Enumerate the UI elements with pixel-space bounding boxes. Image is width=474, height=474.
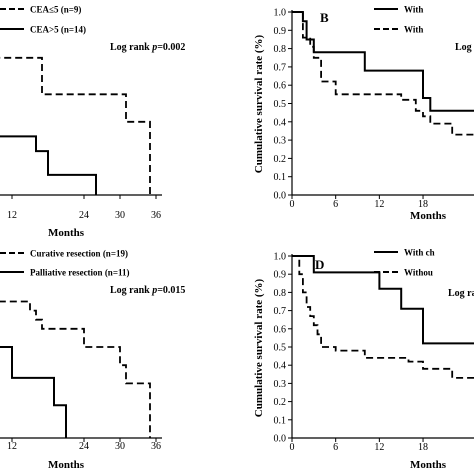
panel-d-y-tick-label: 0.0	[274, 434, 287, 445]
panel-b-legend-label: With	[404, 5, 423, 15]
panel-d-y-tick-label: 0.3	[274, 379, 287, 390]
panel-d-x-tick-label: 0	[290, 442, 295, 453]
panel-c-series-1-curve	[0, 300, 151, 438]
panel-b-y-tick-label: 0.0	[274, 191, 287, 202]
panel-a-x-tick-label: 12	[7, 210, 17, 221]
panel-d-y-tick-label: 0.5	[274, 343, 287, 354]
panel-b-log-rank: Log	[455, 42, 472, 53]
panel-d-x-axis-label: Months	[410, 459, 447, 471]
panel-d-y-tick-label: 0.4	[274, 361, 287, 372]
panel-b-y-tick-label: 0.1	[274, 172, 287, 183]
panel-d-log-rank: Log rank	[448, 288, 474, 299]
panel-c-x-tick-label: 24	[79, 441, 89, 452]
panel-c-x-axis-label: Months	[48, 459, 85, 471]
panel-a-log-rank: Log rank p=0.002	[110, 42, 185, 53]
panel-d-y-tick-label: 0.9	[274, 270, 287, 281]
panel-d-legend-label: Withou	[404, 268, 433, 278]
panel-b-y-tick-label: 0.9	[274, 26, 287, 37]
panel-b-y-tick-label: 1.0	[274, 8, 287, 19]
panel-d-series-1-curve	[292, 255, 474, 345]
panel-c-legend-label: Palliative resection (n=11)	[30, 268, 129, 278]
panel-b-y-tick-label: 0.7	[274, 62, 287, 73]
panel-c-x-tick-label: 36	[151, 441, 161, 452]
panel-b-legend-label: With	[404, 25, 423, 35]
panel-b-x-axis-label: Months	[410, 210, 447, 222]
panel-a-x-tick-label: 24	[79, 210, 89, 221]
panel-c-legend-label: Curative resection (n=19)	[30, 249, 128, 259]
panel-a-x-tick-label: 30	[115, 210, 125, 221]
panel-a-series-2-curve	[0, 135, 97, 195]
panel-b-y-tick-label: 0.4	[274, 117, 287, 128]
panel-d-y-tick-label: 0.7	[274, 306, 287, 317]
panel-d-y-tick-label: 0.2	[274, 397, 287, 408]
panel-b-y-tick-label: 0.5	[274, 99, 287, 110]
panel-d-y-tick-label: 0.6	[274, 324, 287, 335]
panel-a-x-axis-label: Months	[48, 227, 85, 239]
panel-a-legend-label: CEA≤5 (n=9)	[30, 5, 81, 15]
panel-d-x-tick-label: 6	[333, 442, 338, 453]
panel-b-letter: B	[320, 10, 329, 25]
panel-b-y-axis-label: Cumulative survival rate (%)	[253, 34, 265, 173]
panel-c-log-rank: Log rank p=0.015	[110, 285, 185, 296]
panel-a-x-tick-label: 36	[151, 210, 161, 221]
panel-a-legend-label: CEA>5 (n=14)	[30, 25, 86, 35]
panel-d-x-tick-label: 18	[418, 442, 428, 453]
panel-d-y-axis-label: Cumulative survival rate (%)	[253, 278, 265, 417]
panel-b-y-tick-label: 0.8	[274, 44, 287, 55]
panel-d-series-2-curve	[292, 255, 474, 379]
panel-d-legend-label: With ch	[404, 248, 435, 258]
panel-d-y-tick-label: 0.1	[274, 415, 287, 426]
panel-d-letter: D	[315, 257, 324, 272]
panel-b-y-tick-label: 0.3	[274, 136, 287, 147]
panel-d-y-tick-label: 0.8	[274, 288, 287, 299]
panel-b-x-tick-label: 6	[333, 199, 338, 210]
panel-d-y-tick-label: 1.0	[274, 252, 287, 263]
panel-c-series-2-curve	[0, 346, 67, 438]
panel-c-x-tick-label: 30	[115, 441, 125, 452]
panel-c-x-tick-label: 12	[7, 441, 17, 452]
panel-b-y-tick-label: 0.6	[274, 81, 287, 92]
panel-b-series-1-curve	[292, 11, 474, 112]
panel-a-series-1-curve	[0, 56, 151, 195]
panel-b-x-tick-label: 18	[418, 199, 428, 210]
panel-b-y-tick-label: 0.2	[274, 154, 287, 165]
panel-d-x-tick-label: 12	[374, 442, 384, 453]
panel-b-series-2-curve	[292, 11, 474, 136]
panel-b-x-tick-label: 0	[290, 199, 295, 210]
panel-b-x-tick-label: 12	[374, 199, 384, 210]
